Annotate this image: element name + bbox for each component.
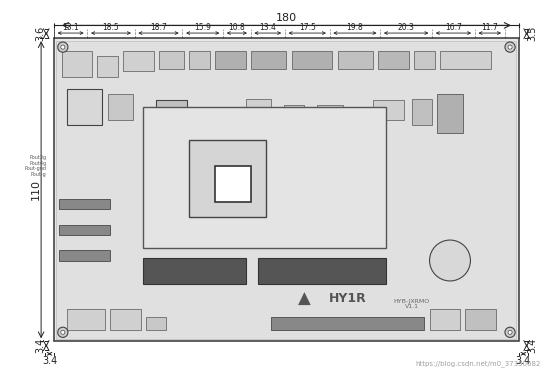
Bar (437, 94, 463, 133)
Bar (271, 317, 425, 329)
Text: 17.5: 17.5 (299, 23, 316, 32)
Bar (379, 51, 409, 69)
Circle shape (508, 45, 512, 49)
Text: 180: 180 (276, 13, 297, 23)
Bar (245, 100, 271, 125)
Bar (67, 89, 103, 125)
Bar (215, 166, 251, 202)
Text: 18.7: 18.7 (150, 23, 167, 32)
Bar (189, 51, 210, 69)
Text: 10.8: 10.8 (229, 23, 245, 32)
Text: HY1R: HY1R (329, 292, 367, 305)
Bar (54, 38, 519, 341)
Bar (258, 258, 386, 283)
Bar (189, 141, 266, 217)
Bar (59, 225, 110, 235)
Bar (251, 51, 286, 69)
Text: 3.5: 3.5 (527, 26, 537, 41)
Text: 20.3: 20.3 (398, 23, 415, 32)
Bar (284, 105, 304, 125)
Bar (123, 51, 154, 71)
Circle shape (61, 45, 65, 49)
Bar (57, 41, 517, 339)
Text: 19.8: 19.8 (346, 23, 364, 32)
Text: 3.4: 3.4 (36, 338, 46, 353)
Text: 16.7: 16.7 (445, 23, 462, 32)
Text: 11.7: 11.7 (481, 23, 498, 32)
Circle shape (430, 240, 471, 281)
Bar (430, 309, 460, 329)
Bar (62, 51, 92, 77)
Bar (156, 100, 187, 130)
Text: 3.4: 3.4 (527, 338, 537, 353)
Bar (67, 309, 105, 329)
Bar (412, 100, 432, 125)
Text: 13.1: 13.1 (62, 23, 79, 32)
Bar (59, 199, 110, 210)
Text: 110: 110 (31, 179, 41, 200)
Bar (110, 309, 141, 329)
Bar (143, 258, 245, 283)
Bar (97, 56, 118, 77)
Text: ▲: ▲ (298, 290, 311, 308)
Bar (108, 94, 133, 120)
Text: https://blog.csdn.net/m0_37350682: https://blog.csdn.net/m0_37350682 (416, 360, 541, 367)
Bar (146, 317, 166, 329)
Bar (291, 51, 332, 69)
Bar (215, 51, 245, 69)
Bar (317, 105, 342, 125)
Bar (143, 107, 386, 248)
Circle shape (508, 330, 512, 334)
Bar (59, 250, 110, 260)
Bar (414, 51, 435, 69)
Text: 18.5: 18.5 (103, 23, 119, 32)
Circle shape (58, 327, 68, 337)
Circle shape (61, 330, 65, 334)
Text: 3.4: 3.4 (42, 356, 57, 366)
Bar (440, 51, 491, 69)
Bar (465, 309, 496, 329)
Text: Pout3g
Pout4g
Pout-gnd
Pout-g: Pout3g Pout4g Pout-gnd Pout-g (24, 155, 46, 177)
Text: HYB-JXRMO
V1.1: HYB-JXRMO V1.1 (393, 298, 430, 309)
Text: 13.4: 13.4 (259, 23, 276, 32)
Circle shape (58, 42, 68, 52)
Text: 3.4: 3.4 (516, 356, 531, 366)
Bar (159, 51, 184, 69)
Circle shape (505, 42, 515, 52)
Bar (374, 100, 404, 120)
Circle shape (505, 327, 515, 337)
Text: 3.6: 3.6 (36, 26, 46, 41)
Text: 15.9: 15.9 (194, 23, 211, 32)
Bar (337, 51, 374, 69)
